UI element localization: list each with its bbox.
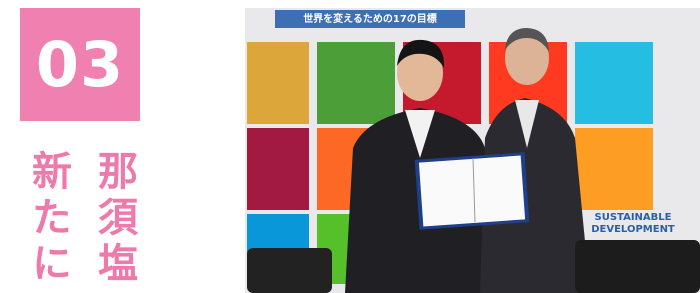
document: [415, 152, 530, 230]
sign-text: SUSTAINABLE: [595, 212, 672, 223]
sign-text: DEVELOPMENT: [591, 224, 675, 235]
tile: [575, 42, 653, 124]
heading-column: 那須塩: [92, 150, 136, 288]
page: 03 那須塩 新たに 世界を変えるための17の目標 SUSTAINABLE DE…: [0, 0, 700, 293]
section-number: 03: [20, 8, 140, 121]
tile: [247, 42, 309, 124]
tile: [575, 128, 653, 210]
tile: [317, 42, 395, 124]
photo: 世界を変えるための17の目標 SUSTAINABLE DEVELOPMENT: [245, 8, 700, 293]
tile: [247, 128, 309, 210]
heading-column: 新たに: [26, 150, 70, 288]
banner-text: 世界を変えるための17の目標: [303, 12, 437, 25]
